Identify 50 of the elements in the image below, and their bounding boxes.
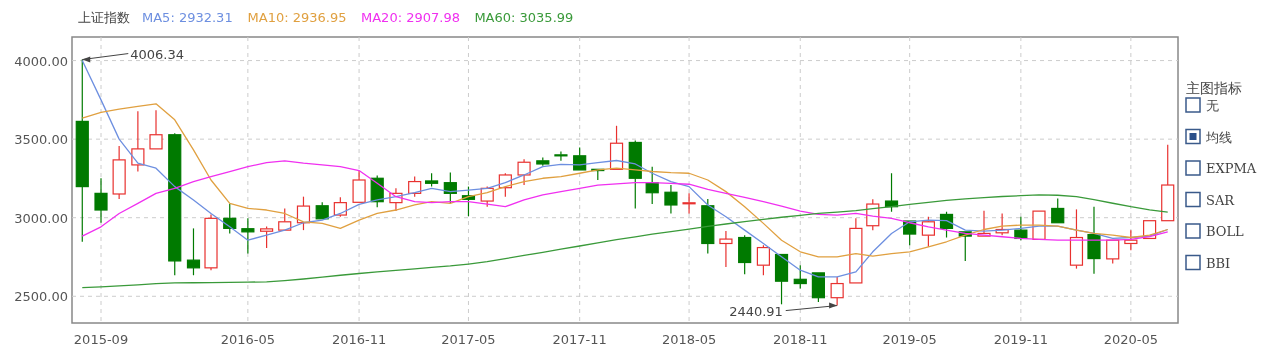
candlestick (75, 58, 89, 243)
x-tick-label: 2017-05 (441, 332, 496, 347)
candlestick (131, 110, 145, 173)
x-tick-label: 2020-05 (1103, 332, 1159, 347)
text: BBI (1206, 255, 1231, 271)
text: BOLL (1206, 224, 1245, 239)
text: SAR (1206, 192, 1236, 208)
candlestick (1014, 216, 1028, 241)
y-tick-label: 2500.00 (14, 289, 68, 305)
text: MA20: 2907.98 (361, 10, 460, 25)
x-tick-label: 2015-09 (73, 332, 129, 347)
x-tick-label: 2019-11 (993, 332, 1049, 347)
y-tick-label: 3000.00 (14, 210, 68, 226)
candlestick (149, 109, 163, 150)
candlestick (1087, 206, 1101, 275)
text: MA5: 2932.31 (142, 10, 233, 25)
text: 均线 (1205, 129, 1232, 145)
candlestick (94, 177, 108, 224)
candlestick (517, 158, 531, 186)
candlestick (830, 276, 844, 307)
candlestick (774, 253, 789, 305)
candlestick (1161, 144, 1175, 222)
text: MA10: 2936.95 (247, 10, 347, 25)
y-tick-label: 3500.00 (14, 132, 68, 148)
annotation: 2440.91 (729, 303, 783, 319)
text: EXPMA (1206, 161, 1257, 176)
candlestick (112, 145, 126, 200)
x-tick-label: 2018-05 (661, 332, 717, 347)
candlestick (719, 230, 733, 268)
text: 无 (1206, 98, 1219, 113)
candlestick (554, 150, 568, 162)
candlestick (1124, 229, 1138, 251)
candlestick (682, 192, 696, 215)
x-tick-label: 2017-11 (552, 332, 607, 347)
candlestick (241, 217, 255, 255)
line-series (81, 103, 1169, 258)
y-tick-label: 4000.00 (14, 53, 68, 69)
x-tick-label: 2018-11 (773, 332, 828, 347)
text: 主图指标 (1186, 80, 1242, 96)
x-tick-label: 2016-05 (220, 332, 276, 347)
candlestick (1032, 210, 1046, 240)
candlestick (664, 184, 678, 215)
candlestick (849, 217, 863, 284)
text: MA60: 3035.99 (474, 10, 574, 25)
candlestick (204, 213, 218, 271)
candlestick (352, 170, 366, 203)
annotation: 4006.34 (130, 46, 185, 62)
legend-title: 上证指数 (78, 10, 130, 25)
x-tick-label: 2019-05 (882, 332, 937, 347)
x-tick-label: 2016-11 (331, 332, 387, 347)
